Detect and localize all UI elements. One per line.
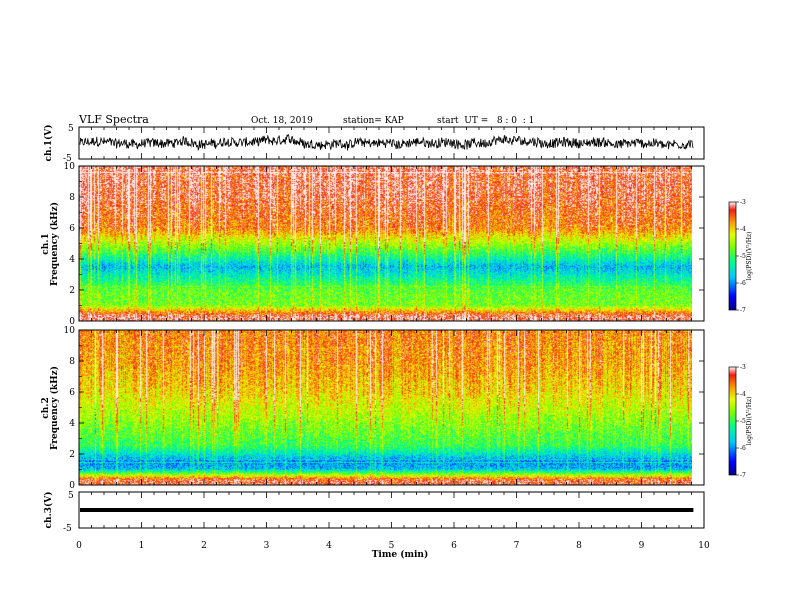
x-tick-label: 8 xyxy=(576,541,582,551)
ch1-colorbar xyxy=(729,202,736,310)
ch1-ytick-bottom: -5 xyxy=(63,154,72,164)
x-tick-label: 9 xyxy=(639,541,645,551)
x-tick-label: 1 xyxy=(139,541,145,551)
colorbar-tick-label: -3 xyxy=(740,364,746,371)
ch2-spectrogram-image xyxy=(79,330,692,485)
colorbar-tick-label: -4 xyxy=(740,226,746,233)
spectrogram-ytick-label: 0 xyxy=(69,481,75,491)
ch3-waveform-panel: 5 -5 ch.3(V) xyxy=(43,491,705,534)
ch1-colorbar-label: log(PSD)(V²/Hz) xyxy=(746,232,753,281)
ch2-colorbar-ticks: -3 -4 -5 -6 -7 xyxy=(736,364,746,479)
ch3-ytick-top: 5 xyxy=(68,491,74,501)
x-tick-label: 0 xyxy=(76,541,82,551)
ch3-waveform-ylabel: ch.3(V) xyxy=(43,492,54,529)
figure-title: VLF Spectra xyxy=(78,113,149,126)
spectrogram-ytick-label: 2 xyxy=(69,286,75,296)
spectrogram-ytick-label: 6 xyxy=(69,224,75,234)
colorbar-tick-label: -7 xyxy=(740,472,746,479)
date-label: Oct. 18, 2019 xyxy=(251,116,313,126)
colorbar-tick-label: -5 xyxy=(740,253,746,260)
colorbar-tick-label: -6 xyxy=(740,445,746,452)
colorbar-tick-label: -6 xyxy=(740,280,746,287)
x-tick-label: 10 xyxy=(698,541,710,551)
ch1-waveform-panel: 5 -5 ch.1(V) xyxy=(43,124,705,164)
spectrogram-ytick-label: 8 xyxy=(69,357,75,367)
x-axis-tick-labels: 0 1 2 3 4 5 6 7 8 9 10 xyxy=(76,541,710,551)
x-tick-label: 3 xyxy=(264,541,270,551)
x-tick-label: 5 xyxy=(389,541,395,551)
spectrogram-ytick-label: 8 xyxy=(69,193,75,203)
colorbar-tick-label: -4 xyxy=(740,391,746,398)
spectrogram-ytick-label: 6 xyxy=(69,388,75,398)
spectrogram-ytick-label: 0 xyxy=(69,317,75,327)
x-tick-label: 6 xyxy=(451,541,457,551)
x-axis-label: Time (min) xyxy=(372,549,429,560)
ch1-ytick-top: 5 xyxy=(68,124,74,134)
ch1-waveform-ylabel: ch.1(V) xyxy=(43,125,54,162)
spectrogram-ytick-label: 4 xyxy=(69,255,75,265)
ch1-spectrogram-yticks: 0 2 4 6 8 10 xyxy=(64,162,704,327)
x-tick-label: 7 xyxy=(514,541,520,551)
ch2-spectrogram-ylabel-frequency: Frequency (kHz) xyxy=(49,366,60,450)
x-tick-label: 4 xyxy=(326,541,332,551)
spectrogram-ytick-label: 10 xyxy=(64,162,76,172)
station-label: station= KAP xyxy=(343,116,404,126)
x-axis-ticks xyxy=(78,127,705,528)
colorbar-tick-label: -5 xyxy=(740,418,746,425)
ch3-ytick-bottom: -5 xyxy=(63,524,72,534)
ch1-waveform-line xyxy=(79,133,694,151)
ch2-spectrogram-yticks: 0 2 4 6 8 10 xyxy=(64,326,704,491)
spectrogram-ytick-label: 4 xyxy=(69,419,75,429)
spectrogram-ytick-label: 2 xyxy=(69,450,75,460)
colorbar-tick-label: -7 xyxy=(740,307,746,314)
ch1-spectrogram-ylabel-channel: ch.1 xyxy=(41,233,51,254)
x-tick-label: 2 xyxy=(201,541,207,551)
ch1-spectrogram-ylabel-frequency: Frequency (kHz) xyxy=(49,202,60,286)
ch1-colorbar-ticks: -3 -4 -5 -6 -7 xyxy=(736,199,746,314)
ch2-spectrogram-ylabel-channel: ch.2 xyxy=(41,397,51,418)
ch1-spectrogram-image xyxy=(79,166,692,321)
colorbar-tick-label: -3 xyxy=(740,199,746,206)
start-time-label: start UT = 8 : 0 : 1 xyxy=(437,116,534,126)
ch2-colorbar-label: log(PSD)(V²/Hz) xyxy=(746,397,753,446)
ch2-colorbar xyxy=(729,367,736,475)
spectrogram-ytick-label: 10 xyxy=(64,326,76,336)
